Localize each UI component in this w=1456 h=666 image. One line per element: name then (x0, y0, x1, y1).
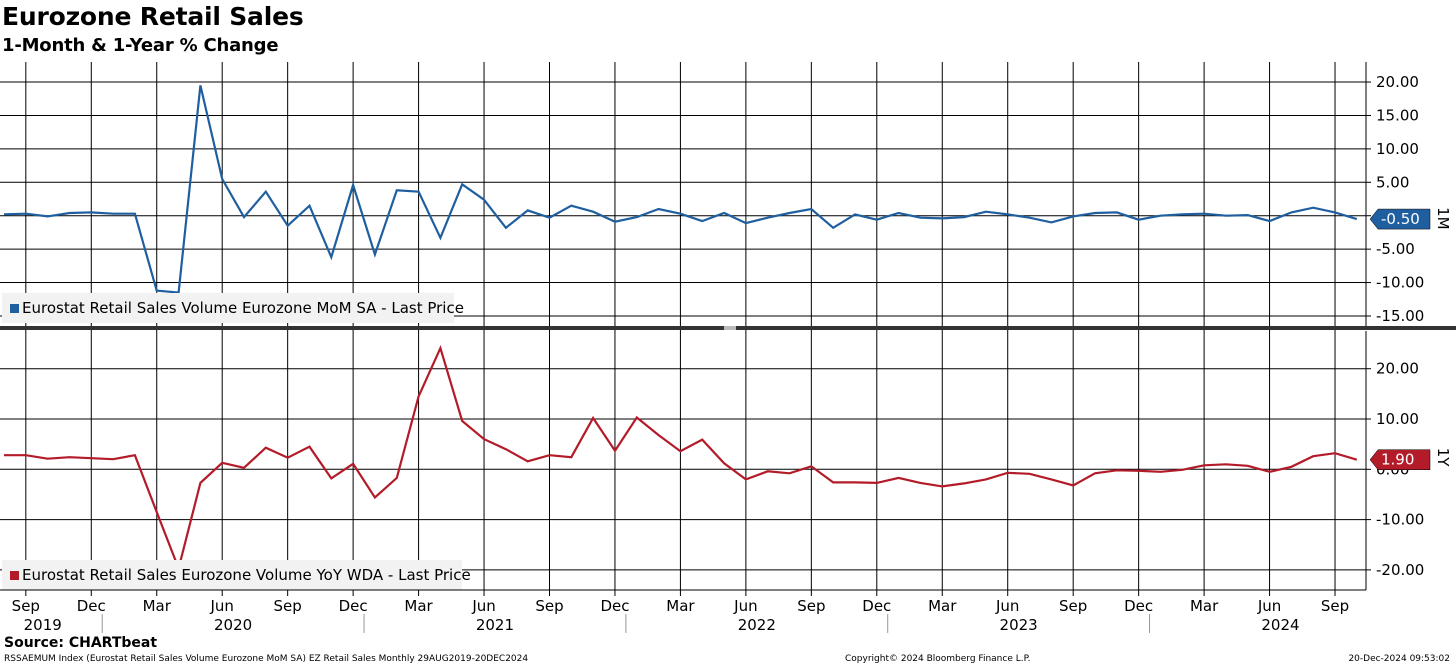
y-tick-label: -10.00 (1376, 511, 1424, 529)
x-tick-label-month: Mar (928, 597, 957, 615)
x-tick-label-month: Dec (862, 597, 891, 615)
legend-box (2, 293, 454, 323)
chart-subtitle: 1-Month & 1-Year % Change (2, 35, 279, 56)
y-tick-label: 20.00 (1376, 360, 1419, 378)
legend-box (2, 560, 462, 590)
y-tick-label: 10.00 (1376, 140, 1419, 158)
last-value-label: -0.50 (1381, 210, 1420, 228)
x-tick-label-year: 2023 (1000, 616, 1038, 634)
x-tick-label-month: Jun (209, 597, 233, 615)
x-tick-label-month: Sep (797, 597, 825, 615)
legend-swatch (10, 304, 19, 313)
x-tick-label-month: Mar (666, 597, 695, 615)
x-tick-label-year: 2024 (1261, 616, 1299, 634)
source-note: Source: CHARTbeat (4, 635, 158, 651)
chart-title: Eurozone Retail Sales (2, 2, 304, 31)
y-tick-label: -5.00 (1376, 240, 1415, 258)
panel-resize-handle[interactable] (724, 326, 736, 330)
x-tick-label-month: Jun (471, 597, 495, 615)
x-tick-label-month: Sep (1321, 597, 1349, 615)
footer-copyright: Copyright© 2024 Bloomberg Finance L.P. (845, 654, 1031, 664)
x-tick-label-month: Dec (1124, 597, 1153, 615)
last-value-badge (1369, 208, 1431, 230)
legend-swatch (10, 571, 19, 580)
y-tick-label: 15.00 (1376, 106, 1419, 124)
x-tick-label-month: Jun (1257, 597, 1281, 615)
x-tick-label-month: Sep (274, 597, 302, 615)
x-tick-label-month: Sep (535, 597, 563, 615)
y-tick-label: 20.00 (1376, 73, 1419, 91)
footer-index-description: RSSAEMUM Index (Eurostat Retail Sales Vo… (4, 654, 529, 664)
y-tick-label: -20.00 (1376, 561, 1424, 579)
x-tick-label-month: Sep (12, 597, 40, 615)
last-value-label: 1.90 (1381, 451, 1414, 469)
last-value-badge (1369, 449, 1431, 470)
legend-label: Eurostat Retail Sales Eurozone Volume Yo… (22, 566, 471, 584)
series-line (4, 344, 1358, 572)
x-tick-label-month: Jun (733, 597, 757, 615)
x-tick-label-month: Sep (1059, 597, 1087, 615)
footer-timestamp: 20-Dec-2024 09:53:02 (1348, 654, 1450, 664)
x-tick-label-year: 2020 (214, 616, 252, 634)
x-tick-label-year: 2022 (738, 616, 776, 634)
x-tick-label-month: Dec (600, 597, 629, 615)
series-line (3, 85, 1358, 294)
x-tick-label-month: Mar (404, 597, 433, 615)
axis-series-label: 1M (1434, 207, 1452, 230)
y-tick-label: -15.00 (1376, 307, 1424, 325)
x-axis: Sep Dec Mar Jun Sep Dec Mar Jun Sep Dec Mar Jun Sep D… (0, 589, 1366, 634)
panel-mom: 20.0015.0010.005.000.00-5.00-10.00-15.00… (0, 62, 1452, 326)
y-tick-label: -10.00 (1376, 274, 1424, 292)
x-tick-label-month: Dec (77, 597, 106, 615)
legend-label: Eurostat Retail Sales Volume Eurozone Mo… (22, 299, 464, 317)
x-tick-label-month: Dec (339, 597, 368, 615)
panel-yoy: 20.0010.000.00-10.00-20.001.901YEurostat… (0, 331, 1452, 590)
axis-series-label: 1Y (1434, 448, 1452, 468)
x-tick-label-month: Mar (143, 597, 172, 615)
x-tick-label-year: 2021 (476, 616, 514, 634)
y-tick-label: 5.00 (1376, 173, 1409, 191)
x-tick-label-year: 2019 (24, 616, 62, 634)
y-tick-label: 10.00 (1376, 410, 1419, 428)
x-tick-label-month: Mar (1190, 597, 1219, 615)
x-tick-label-month: Jun (995, 597, 1019, 615)
